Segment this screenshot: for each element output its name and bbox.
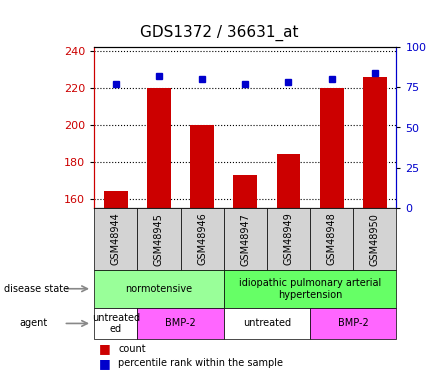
Text: GSM48945: GSM48945 [154,213,164,266]
FancyBboxPatch shape [138,208,180,270]
Text: ■: ■ [99,357,110,370]
FancyBboxPatch shape [224,270,396,308]
Text: GSM48949: GSM48949 [283,213,293,266]
Text: BMP-2: BMP-2 [338,318,369,328]
FancyBboxPatch shape [353,208,396,270]
Text: disease state: disease state [4,284,70,294]
Bar [104,192,127,208]
Bar [320,88,343,208]
Text: percentile rank within the sample: percentile rank within the sample [118,358,283,368]
FancyBboxPatch shape [180,208,224,270]
Bar [147,88,171,208]
Text: untreated: untreated [243,318,291,328]
Text: untreated
ed: untreated ed [92,313,140,334]
Text: idiopathic pulmonary arterial
hypertension: idiopathic pulmonary arterial hypertensi… [239,278,381,300]
FancyBboxPatch shape [224,308,310,339]
FancyBboxPatch shape [138,308,224,339]
Bar [276,154,300,208]
Text: GSM48944: GSM48944 [111,213,121,266]
FancyBboxPatch shape [310,308,396,339]
Text: GSM48950: GSM48950 [370,213,380,266]
Text: GSM48947: GSM48947 [240,213,250,266]
Text: GSM48946: GSM48946 [197,213,207,266]
FancyBboxPatch shape [310,208,353,270]
FancyBboxPatch shape [224,208,267,270]
FancyBboxPatch shape [94,308,138,339]
Bar [363,76,387,208]
Bar [190,125,214,208]
Text: GSM48948: GSM48948 [327,213,337,266]
FancyBboxPatch shape [267,208,310,270]
FancyBboxPatch shape [94,270,224,308]
Text: count: count [118,344,146,354]
Text: GDS1372 / 36631_at: GDS1372 / 36631_at [140,25,298,41]
Text: BMP-2: BMP-2 [165,318,196,328]
Text: ■: ■ [99,342,110,355]
Bar [233,175,257,208]
FancyBboxPatch shape [94,208,138,270]
Text: agent: agent [20,318,48,328]
Text: normotensive: normotensive [125,284,192,294]
